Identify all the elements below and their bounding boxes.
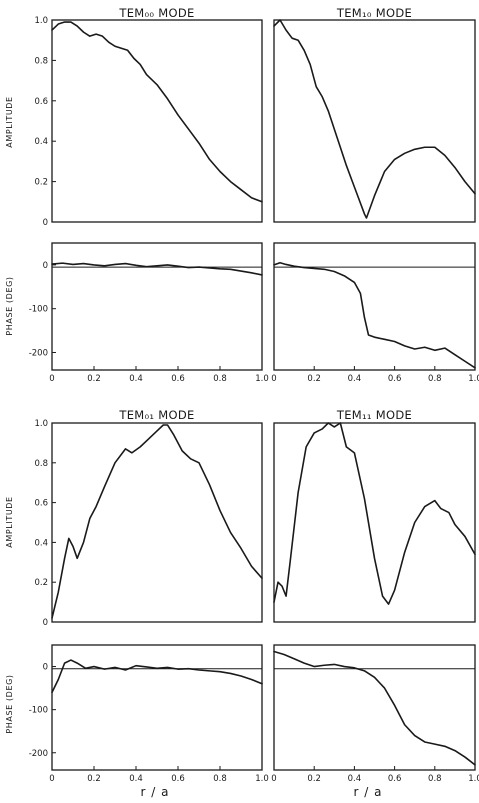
y-tick-label: 0.8: [34, 459, 48, 469]
amplitude-series-line: [273, 422, 476, 605]
y-tick-label: 0.2: [34, 578, 48, 588]
y-tick-label: 0.6: [34, 97, 48, 107]
y-tick-label: 0.8: [34, 56, 48, 66]
phase-series-line: [51, 659, 263, 694]
phase-label-top: PHASE (DEG): [5, 276, 14, 335]
phase-frame: [273, 242, 476, 371]
phase-series-line: [273, 650, 476, 766]
phase-panel: 0 -100 -200 0 0.2 0.4 0.6 0.8 1.0: [29, 242, 269, 384]
amplitude-frame: [51, 19, 263, 223]
phase-panel: 0 0.2 0.4 0.6 0.8 1.0: [271, 644, 479, 784]
y-tick-label: 1.0: [34, 419, 48, 429]
x-tick-label: 0.4: [348, 774, 362, 784]
mode-title: TEM₁₀ MODE: [336, 6, 412, 20]
y-tick-label: -100: [29, 706, 48, 716]
phase-series-line: [51, 262, 263, 276]
y-tick-label: 0: [43, 663, 48, 673]
x-axis-label-right: r / a: [354, 785, 383, 799]
x-tick-label: 0.6: [388, 774, 402, 784]
x-tick-label: 0.2: [87, 374, 101, 384]
x-tick-label: 0.2: [307, 374, 321, 384]
amplitude-label-bottom: AMPLITUDE: [5, 496, 14, 547]
x-tick-label: 0.2: [87, 774, 101, 784]
x-tick-label: 0.6: [388, 374, 402, 384]
x-tick-label: 0: [49, 374, 54, 384]
mode-title: TEM₀₀ MODE: [118, 6, 194, 20]
phase-panel: 0 -100 -200 0 0.2 0.4 0.6 0.8 1.0: [29, 644, 269, 784]
amplitude-panel: 0 0.2 0.4 0.6 0.8 1.0: [34, 16, 263, 228]
y-tick-label: 0.4: [34, 538, 48, 548]
y-tick-label: 0.6: [34, 499, 48, 509]
x-tick-label: 0: [49, 774, 54, 784]
y-tick-label: 0: [43, 618, 48, 628]
phase-label-bottom: PHASE (DEG): [5, 674, 14, 733]
shared-labels-layer: AMPLITUDE PHASE (DEG) AMPLITUDE PHASE (D…: [5, 96, 383, 799]
y-tick-label: -200: [29, 348, 48, 358]
mode-title: TEM₀₁ MODE: [118, 408, 194, 422]
x-tick-label: 0: [271, 774, 276, 784]
amplitude-series-line: [51, 424, 263, 619]
x-tick-label: 1.0: [468, 374, 479, 384]
x-axis-label-left: r / a: [141, 785, 170, 799]
mode-chart-4: TEM₁₁ MODE 0 0.2 0.4 0.6 0.8 1.0: [271, 408, 479, 784]
x-tick-label: 1.0: [468, 774, 479, 784]
y-tick-label: 0.2: [34, 178, 48, 188]
amplitude-frame: [273, 19, 476, 223]
mode-title: TEM₁₁ MODE: [336, 408, 412, 422]
phase-panel: 0 0.2 0.4 0.6 0.8 1.0: [271, 242, 479, 384]
amplitude-panel: [273, 422, 476, 623]
y-tick-label: -100: [29, 305, 48, 315]
amplitude-frame: [51, 422, 263, 623]
amplitude-series-line: [273, 19, 476, 219]
x-tick-label: 0.4: [129, 774, 143, 784]
x-tick-label: 1.0: [255, 374, 269, 384]
x-tick-label: 0.8: [213, 374, 227, 384]
x-tick-label: 0.8: [428, 374, 442, 384]
y-tick-label: 1.0: [34, 16, 48, 26]
y-tick-label: -200: [29, 749, 48, 759]
x-tick-label: 0.6: [171, 774, 185, 784]
x-tick-label: 0.8: [213, 774, 227, 784]
phase-series-line: [273, 261, 476, 369]
phase-frame: [51, 242, 263, 371]
x-tick-label: 0.4: [348, 374, 362, 384]
amplitude-panel: 0 0.2 0.4 0.6 0.8 1.0: [34, 419, 263, 628]
amplitude-panel: [273, 19, 476, 223]
y-tick-label: 0: [43, 261, 48, 271]
y-tick-label: 0.4: [34, 137, 48, 147]
phase-frame: [273, 644, 476, 771]
amplitude-frame: [273, 422, 476, 623]
x-tick-label: 1.0: [255, 774, 269, 784]
x-tick-label: 0.6: [171, 374, 185, 384]
amplitude-series-line: [51, 21, 263, 203]
x-tick-label: 0.2: [307, 774, 321, 784]
x-tick-label: 0: [271, 374, 276, 384]
mode-chart-2: TEM₁₀ MODE 0 0.2 0.4 0.6 0.8 1.0: [271, 6, 479, 384]
x-tick-label: 0.8: [428, 774, 442, 784]
amplitude-label-top: AMPLITUDE: [5, 96, 14, 147]
y-tick-label: 0: [43, 218, 48, 228]
x-tick-label: 0.4: [129, 374, 143, 384]
phase-frame: [51, 644, 263, 771]
